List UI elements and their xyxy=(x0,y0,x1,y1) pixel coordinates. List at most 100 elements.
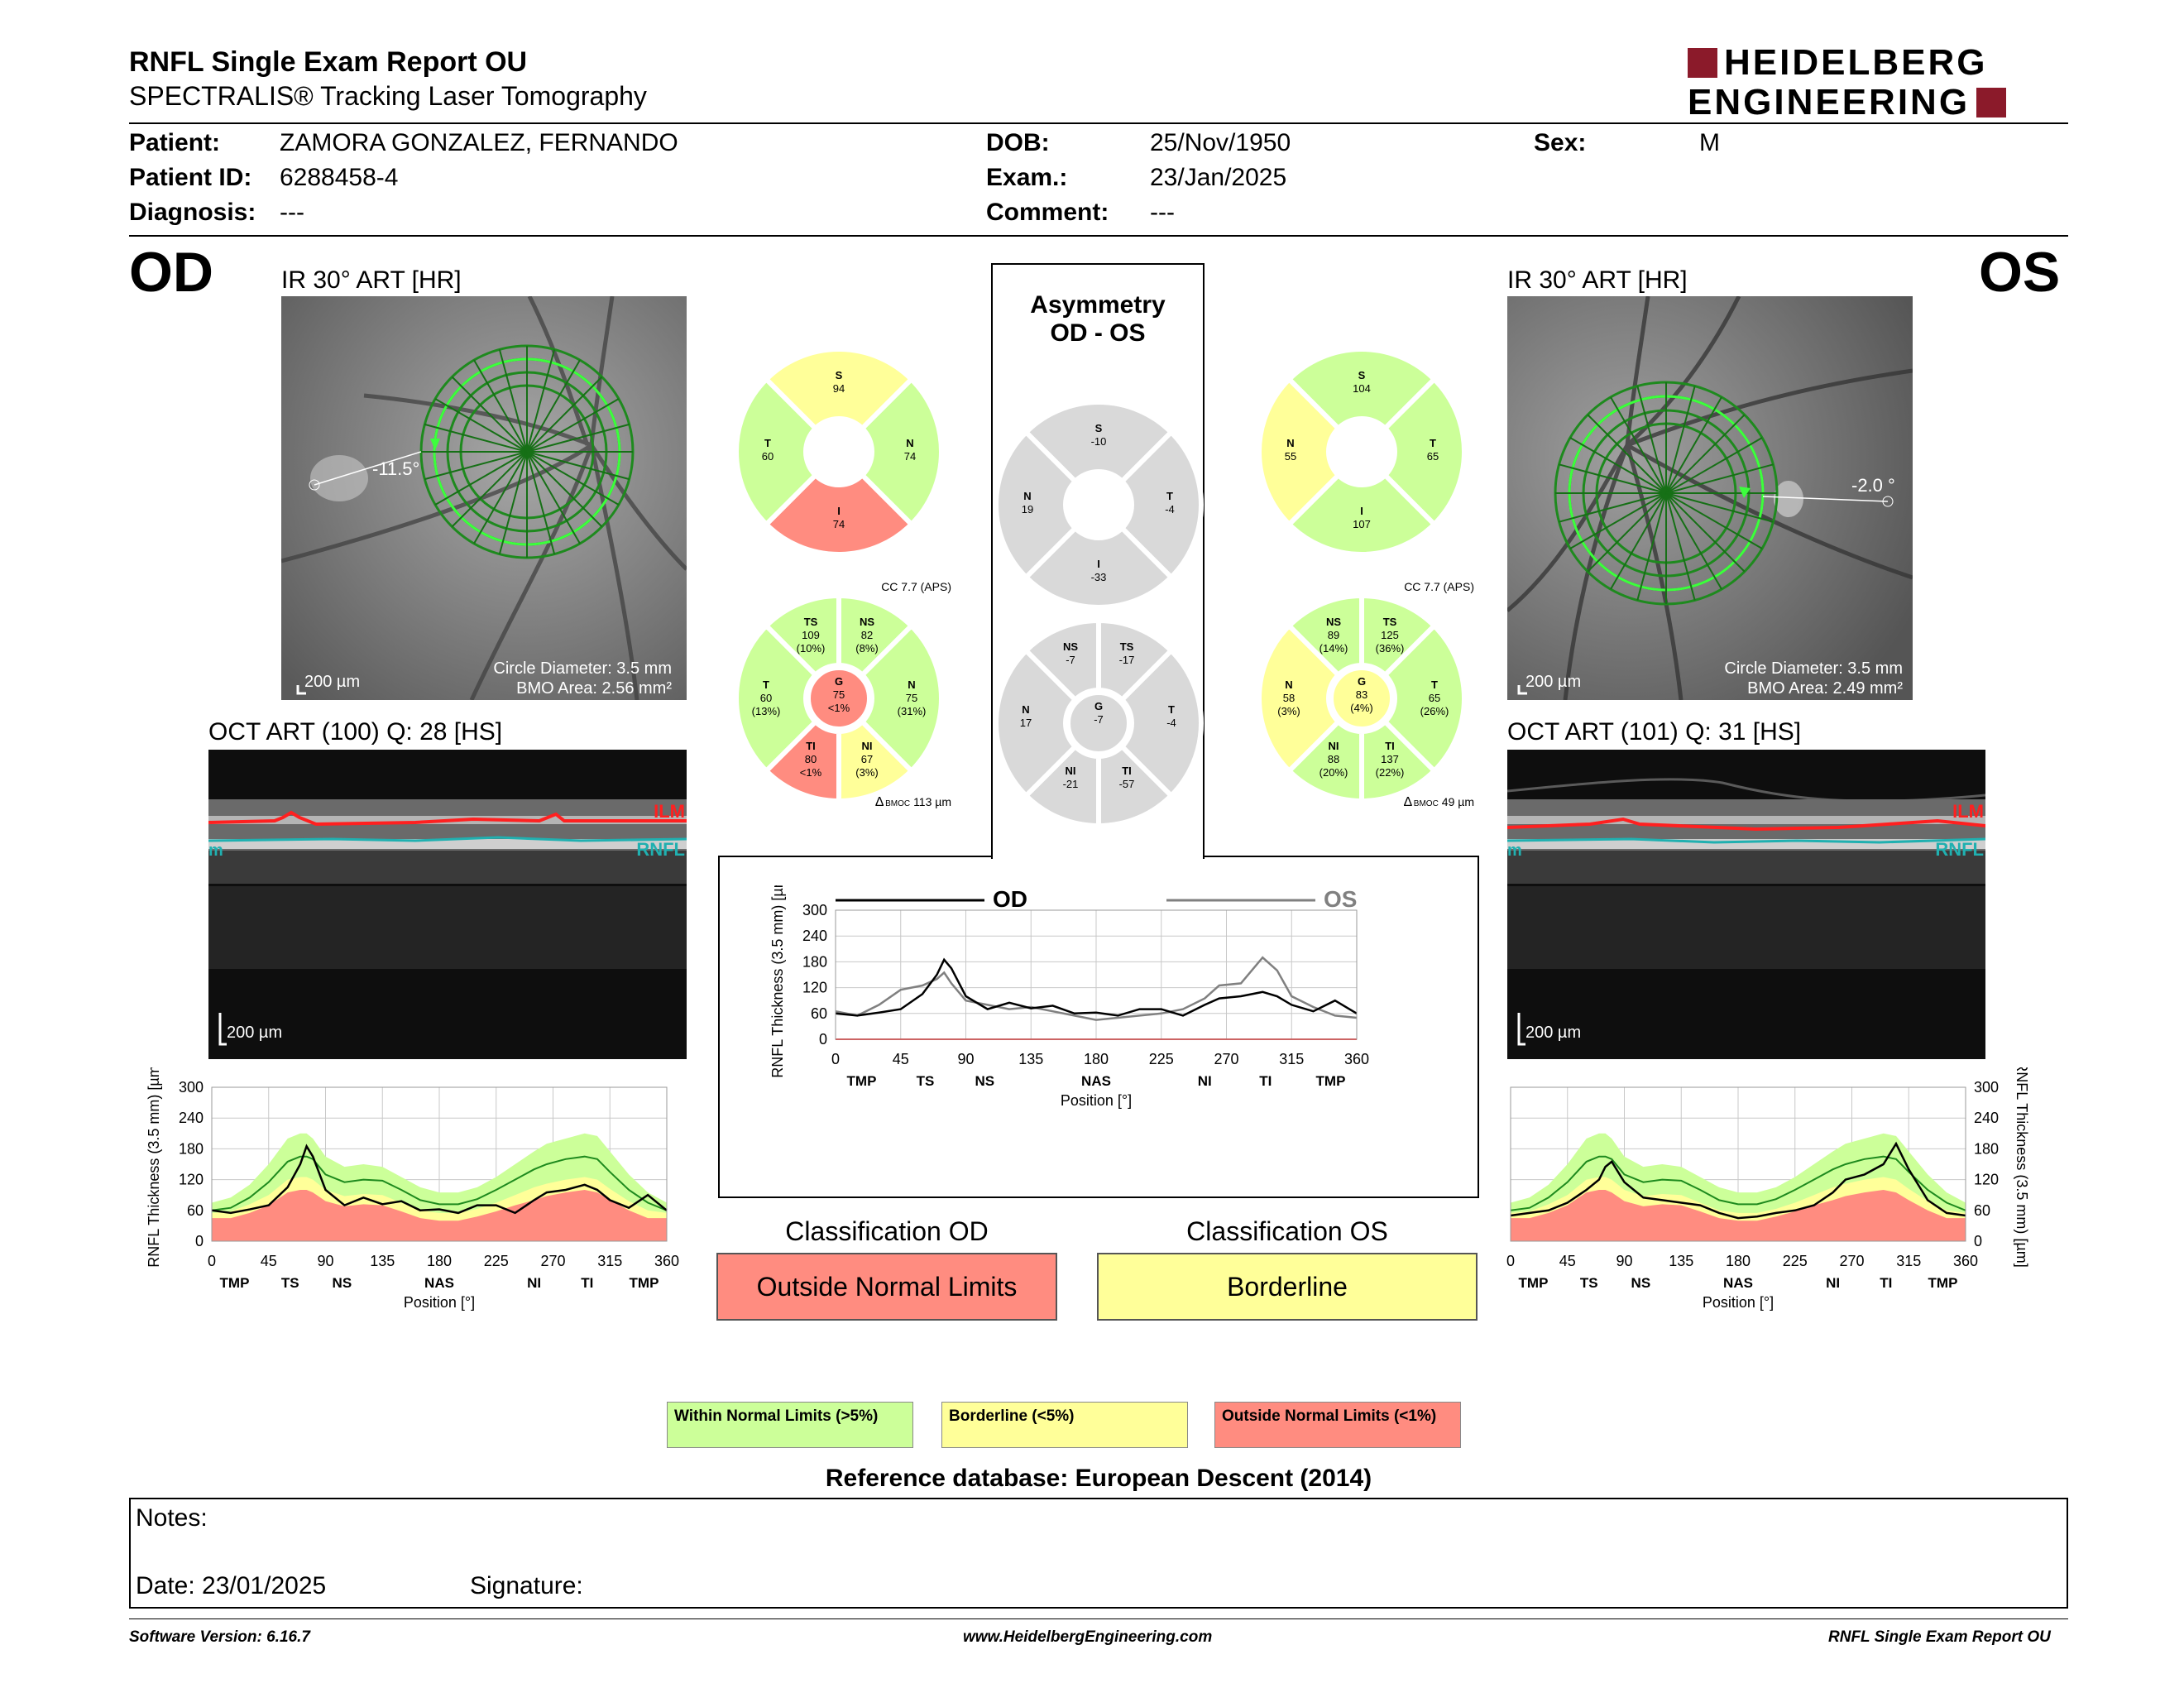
sector-label: TMP xyxy=(1928,1275,1958,1291)
x-tick-label: 360 xyxy=(1344,1051,1369,1067)
sector-label: TI xyxy=(1259,1073,1272,1089)
os-4-sector-label-s: S 104 xyxy=(1353,369,1371,395)
classification-os-label: Classification OS xyxy=(1186,1216,1388,1246)
y-tick-label: 180 xyxy=(179,1140,204,1157)
y-tick-label: 240 xyxy=(1974,1110,1999,1126)
asym-6-sector-label-ll: NI -21 xyxy=(1063,765,1079,790)
x-tick-label: 0 xyxy=(1506,1253,1515,1269)
os-4-sector-l xyxy=(1257,376,1342,528)
y-tick-label: 120 xyxy=(802,980,827,996)
sector-label: TMP xyxy=(630,1275,659,1291)
diagnosis-label: Diagnosis: xyxy=(129,199,256,226)
sector-label: TS xyxy=(1580,1275,1598,1291)
y-tick-label: 60 xyxy=(187,1202,204,1219)
legend-od-label: OD xyxy=(993,886,1027,912)
x-tick-label: 135 xyxy=(370,1253,395,1269)
plot-frame xyxy=(835,909,1358,1040)
y-tick-label: 0 xyxy=(195,1233,204,1249)
os-6-sector-label-ul: NS 89 (14%) xyxy=(1320,616,1348,655)
sector-label: NS xyxy=(1631,1275,1651,1291)
os-6-sector-l xyxy=(1257,622,1342,774)
heidelberg-logo: HEIDELBERG ENGINEERING xyxy=(1688,45,2068,121)
os-layer-clip: m xyxy=(1507,842,1522,860)
x-tick-label: 0 xyxy=(831,1051,840,1067)
od-6-sector-label-ll: TI 80 <1% xyxy=(800,740,822,779)
od-fundus-image[interactable]: -11.5° 200 µm Circle Diameter: 3.5 mm BM… xyxy=(281,296,687,700)
od-4-sector-label-s: S 94 xyxy=(833,369,845,395)
od-6-sector-ll xyxy=(763,718,841,804)
os-6-sector-label-ur: TS 125 (36%) xyxy=(1376,616,1405,655)
od-rnfl-label: RNFL xyxy=(636,839,685,860)
asym-4-sector-label-l: N 19 xyxy=(1022,490,1033,516)
sector-label: TS xyxy=(917,1073,935,1089)
plot-frame xyxy=(211,1086,668,1242)
report-title: RNFL Single Exam Report OU xyxy=(129,46,528,78)
logo-line1: HEIDELBERG xyxy=(1724,42,1988,83)
x-tick-label: 45 xyxy=(261,1253,277,1269)
x-tick-label: 270 xyxy=(1839,1253,1864,1269)
os-oct-image[interactable]: m ILM RNFL 200 µm xyxy=(1507,750,1985,1059)
os-ir-title: IR 30° ART [HR] xyxy=(1507,266,1688,294)
y-tick-label: 180 xyxy=(1974,1140,1999,1157)
os-ir-scale: 200 µm xyxy=(1525,673,1581,691)
asym-4-sector-s xyxy=(1023,400,1175,485)
os-4-sector-label-i: I 107 xyxy=(1353,505,1371,530)
asym-6-sector-r xyxy=(1118,647,1204,799)
sector-label: TS xyxy=(281,1275,299,1291)
x-tick-label: 45 xyxy=(893,1051,909,1067)
outside-band xyxy=(1511,1190,1966,1241)
y-tick-label: 180 xyxy=(802,953,827,970)
od-oct-image[interactable]: m ILM RNFL 200 µm xyxy=(208,750,687,1059)
x-tick-label: 45 xyxy=(1559,1253,1576,1269)
asymmetry-title-line2: OD - OS xyxy=(1050,319,1146,347)
classification-od-label: Classification OD xyxy=(785,1216,989,1246)
patient-id-label: Patient ID: xyxy=(129,164,252,191)
asym-4-sector-label-s: S -10 xyxy=(1091,422,1107,448)
asym-6-sector-ul xyxy=(1023,617,1101,703)
os-series-line xyxy=(835,956,1358,1021)
x-tick-label: 270 xyxy=(540,1253,565,1269)
x-tick-label: 315 xyxy=(597,1253,622,1269)
normal-mean-line xyxy=(1510,1155,1966,1211)
os-circle-diameter: Circle Diameter: 3.5 mm xyxy=(1724,659,1903,678)
divider xyxy=(129,122,2068,124)
footer-website[interactable]: www.HeidelbergEngineering.com xyxy=(963,1628,1213,1646)
logo-square-icon xyxy=(1976,88,2007,117)
y-tick-label: 300 xyxy=(802,902,827,918)
od-bmoc-text: ∆ BMOC 113 µm xyxy=(875,795,951,809)
os-bmo-area: BMO Area: 2.49 mm² xyxy=(1747,679,1903,698)
sex-value: M xyxy=(1699,129,1720,156)
report-subtitle: SPECTRALIS® Tracking Laser Tomography xyxy=(129,81,647,111)
comment-value: --- xyxy=(1150,199,1175,226)
normal-mean-line xyxy=(211,1155,668,1211)
asymmetry-profile-chart: 0 60 120 180 240 300 0 45 90 135 180 225 270 315 360 TM… xyxy=(769,885,1369,1109)
y-axis-label: RNFL Thickness (3.5 mm) [µm] xyxy=(2014,1067,2030,1268)
asym-4-sector-label-i: I -33 xyxy=(1091,558,1107,583)
os-4-sector-r xyxy=(1382,376,1467,528)
x-tick-label: 225 xyxy=(1783,1253,1808,1269)
x-tick-label: 180 xyxy=(1726,1253,1751,1269)
asym-4-sector-r xyxy=(1118,429,1204,581)
os-4-sector-s xyxy=(1286,347,1438,432)
asym-6-sector-label-r: T -4 xyxy=(1166,703,1176,729)
x-tick-label: 0 xyxy=(208,1253,216,1269)
od-ir-scale: 200 µm xyxy=(304,673,360,691)
patient-label: Patient: xyxy=(129,129,221,156)
os-fundus-image[interactable]: -2.0 ° 200 µm Circle Diameter: 3.5 mm BM… xyxy=(1507,296,1913,700)
asym-6-sector-ur xyxy=(1096,617,1175,703)
date-label: Date: 23/01/2025 xyxy=(136,1572,327,1599)
x-tick-label: 225 xyxy=(1149,1051,1174,1067)
y-axis-label: RNFL Thickness (3.5 mm) [µm] xyxy=(146,1067,162,1268)
signature-label: Signature: xyxy=(470,1572,583,1599)
os-angle-text: -2.0 ° xyxy=(1851,475,1895,496)
divider xyxy=(129,235,2068,237)
os-6-sector-lr xyxy=(1359,718,1438,804)
asym-4-sector-label-r: T -4 xyxy=(1165,490,1175,516)
classification-os-box: Borderline xyxy=(1097,1253,1478,1321)
od-circle-diameter: Circle Diameter: 3.5 mm xyxy=(493,659,672,678)
asymmetry-title-line1: Asymmetry xyxy=(1030,291,1166,319)
os-cc-text: CC 7.7 (APS) xyxy=(1404,580,1474,593)
logo-line2: ENGINEERING xyxy=(1688,82,1971,122)
notes-box[interactable] xyxy=(129,1498,2068,1609)
os-series-line xyxy=(1510,1141,1966,1220)
